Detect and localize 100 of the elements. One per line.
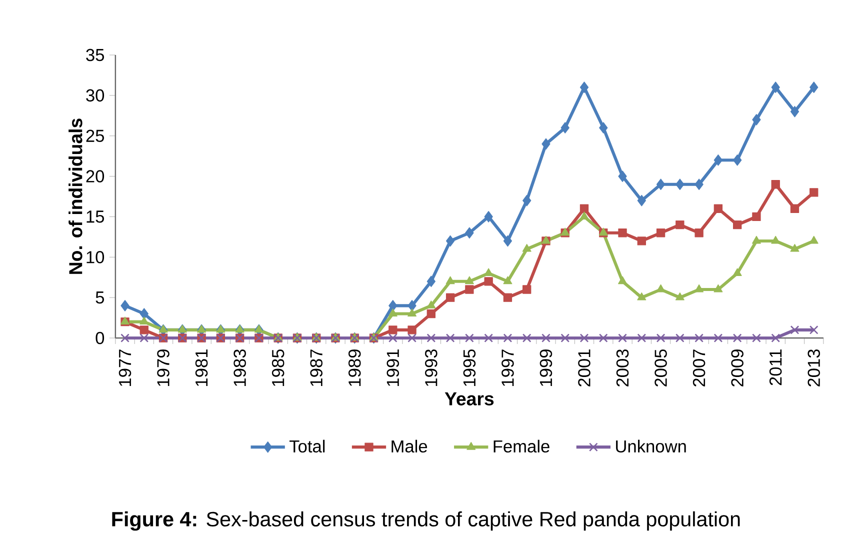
- x-tick-label: 1987: [310, 350, 322, 386]
- point: [426, 276, 436, 288]
- point: [618, 170, 627, 182]
- x-tick-label: 1999: [540, 350, 552, 386]
- x-tick-label: 1989: [348, 350, 361, 386]
- point: [580, 334, 589, 342]
- x-tick-label: 1981: [195, 350, 208, 386]
- point: [637, 334, 646, 342]
- x-tick-label: 2011: [769, 350, 782, 386]
- point: [426, 309, 436, 318]
- point: [752, 114, 761, 126]
- point: [656, 334, 666, 342]
- point: [771, 82, 780, 94]
- x-tick-label: 1993: [425, 349, 438, 386]
- x-tick-label: 2003: [616, 349, 629, 386]
- legend-label: Female: [494, 440, 550, 453]
- point: [714, 334, 723, 342]
- x-tick-label: 2005: [654, 349, 667, 386]
- y-tick-label: 15: [86, 210, 104, 223]
- x-tick-label: 1979: [157, 350, 170, 386]
- x-tick-label: 2013: [808, 349, 820, 386]
- point: [446, 293, 455, 302]
- point: [464, 276, 474, 284]
- y-tick-label: 0: [96, 332, 104, 344]
- point: [522, 285, 532, 294]
- point: [732, 334, 742, 342]
- x-tick-label: 2001: [578, 350, 590, 386]
- point: [388, 300, 398, 312]
- point: [790, 106, 800, 118]
- point: [465, 285, 474, 294]
- point: [522, 244, 532, 252]
- y-tick-label: 20: [86, 170, 104, 182]
- point: [484, 211, 493, 222]
- point: [599, 122, 608, 134]
- point: [637, 292, 646, 300]
- x-tick-label: 2007: [692, 350, 706, 386]
- point: [752, 334, 761, 342]
- legend-label: Male: [392, 440, 428, 453]
- point: [503, 334, 512, 342]
- point: [580, 212, 589, 220]
- point: [771, 334, 780, 342]
- x-tick-label: 1997: [502, 350, 514, 386]
- point: [560, 122, 570, 134]
- point: [542, 138, 550, 150]
- point: [694, 334, 704, 342]
- point: [197, 324, 206, 333]
- point: [714, 154, 723, 166]
- point: [503, 276, 512, 284]
- point: [503, 293, 512, 302]
- point: [790, 204, 800, 213]
- y-tick-label: 10: [86, 251, 104, 264]
- point: [522, 194, 532, 206]
- point: [408, 326, 416, 334]
- point: [158, 324, 168, 333]
- point: [446, 334, 455, 342]
- point: [408, 308, 417, 316]
- x-tick-label: 2009: [731, 350, 744, 386]
- point: [464, 334, 474, 342]
- point: [752, 212, 761, 222]
- point: [216, 324, 226, 333]
- point: [810, 82, 818, 94]
- point: [388, 308, 398, 316]
- point: [676, 220, 684, 230]
- point: [675, 334, 684, 342]
- point: [732, 220, 742, 230]
- point: [580, 204, 589, 213]
- point: [408, 300, 416, 312]
- legend-label: Unknown: [616, 440, 686, 453]
- point: [465, 227, 474, 239]
- point: [503, 235, 512, 247]
- point: [656, 228, 666, 238]
- y-axis-title: No. of individuals: [68, 118, 82, 274]
- point: [732, 268, 742, 276]
- y-tick-label: 25: [86, 130, 104, 142]
- text: Figure 4: Sex-based census trends of captive Red panda population: [112, 511, 740, 531]
- point: [714, 204, 723, 213]
- point: [120, 334, 130, 342]
- point: [178, 324, 187, 333]
- point: [771, 180, 780, 189]
- point: [235, 324, 244, 333]
- point: [542, 334, 550, 342]
- point: [618, 228, 627, 238]
- x-tick-label: 1991: [386, 350, 400, 386]
- point: [790, 244, 800, 252]
- point: [732, 154, 742, 166]
- point: [522, 334, 532, 342]
- point: [694, 178, 704, 190]
- point: [120, 300, 130, 312]
- y-tick-label: 35: [86, 48, 104, 62]
- point: [618, 276, 628, 284]
- point: [675, 292, 684, 300]
- x-axis-title: Years: [444, 392, 494, 406]
- point: [580, 82, 589, 94]
- legend-label: Total: [290, 440, 325, 453]
- point: [618, 334, 627, 342]
- point: [637, 236, 646, 246]
- point: [484, 334, 494, 342]
- point: [388, 334, 398, 342]
- point: [388, 326, 398, 334]
- point: [140, 334, 149, 342]
